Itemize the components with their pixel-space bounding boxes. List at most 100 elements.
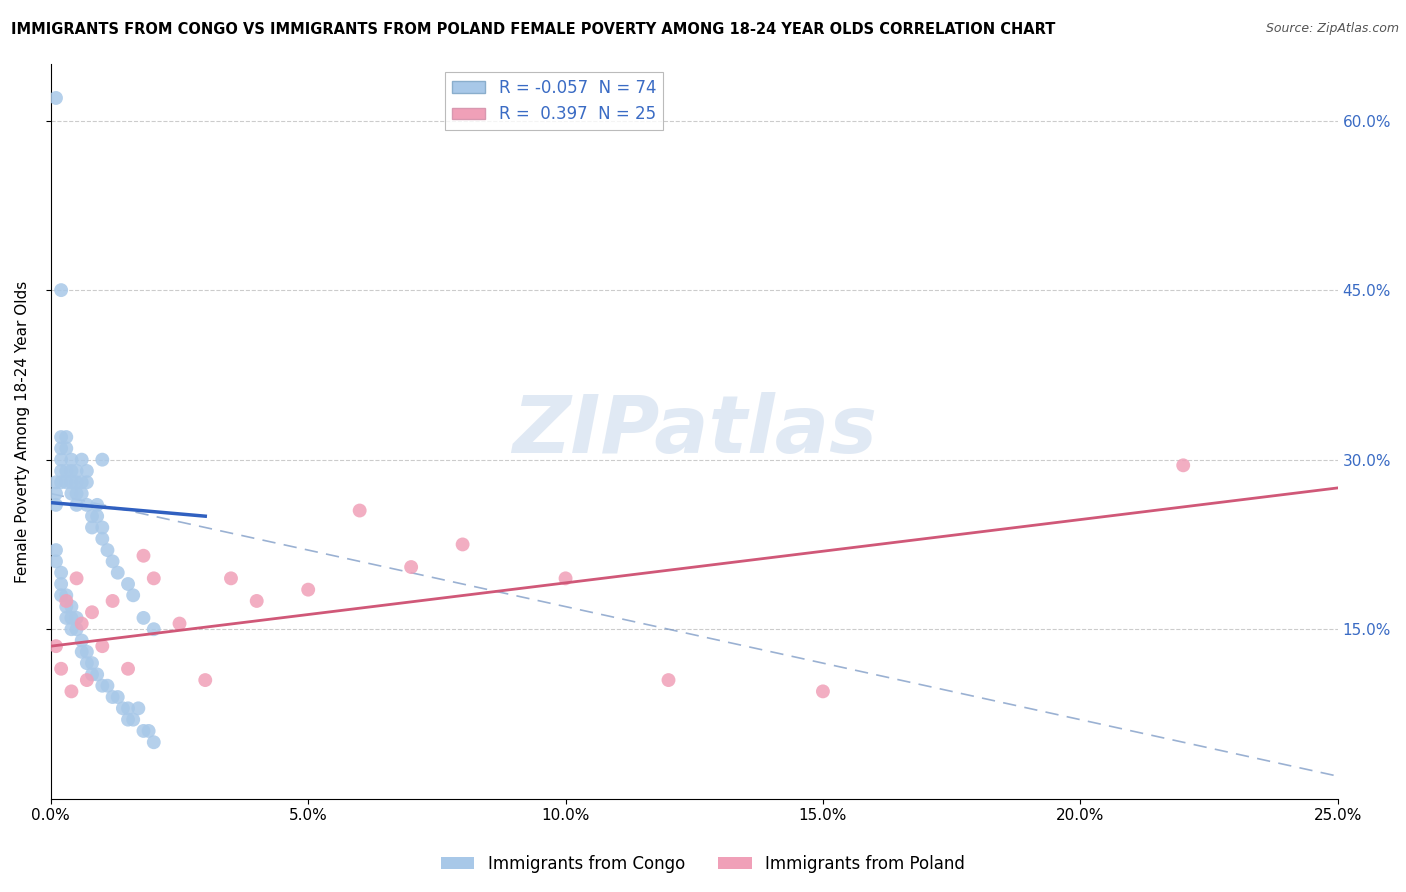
Point bbox=[122, 588, 145, 602]
Point bbox=[65, 475, 87, 490]
Point bbox=[96, 543, 118, 558]
Point bbox=[349, 503, 371, 517]
Point bbox=[219, 571, 242, 585]
Point bbox=[55, 594, 77, 608]
Point bbox=[86, 509, 108, 524]
Point bbox=[101, 554, 124, 568]
Point bbox=[169, 616, 191, 631]
Point bbox=[142, 735, 165, 749]
Point bbox=[91, 679, 114, 693]
Point bbox=[76, 475, 98, 490]
Legend: R = -0.057  N = 74, R =  0.397  N = 25: R = -0.057 N = 74, R = 0.397 N = 25 bbox=[446, 72, 662, 130]
Point bbox=[811, 684, 834, 698]
Point bbox=[55, 464, 77, 478]
Point bbox=[49, 662, 72, 676]
Point bbox=[65, 498, 87, 512]
Point bbox=[70, 616, 93, 631]
Point bbox=[117, 713, 139, 727]
Point bbox=[55, 588, 77, 602]
Point bbox=[142, 622, 165, 636]
Point bbox=[49, 464, 72, 478]
Point bbox=[65, 611, 87, 625]
Point bbox=[132, 723, 155, 738]
Point bbox=[49, 442, 72, 456]
Text: Source: ZipAtlas.com: Source: ZipAtlas.com bbox=[1265, 22, 1399, 36]
Point bbox=[60, 486, 83, 500]
Y-axis label: Female Poverty Among 18-24 Year Olds: Female Poverty Among 18-24 Year Olds bbox=[15, 280, 30, 582]
Point bbox=[101, 690, 124, 704]
Point bbox=[246, 594, 269, 608]
Point bbox=[80, 656, 103, 670]
Point bbox=[60, 452, 83, 467]
Point bbox=[65, 622, 87, 636]
Point bbox=[60, 622, 83, 636]
Point bbox=[76, 673, 98, 687]
Point bbox=[70, 452, 93, 467]
Point bbox=[451, 537, 474, 551]
Point bbox=[70, 475, 93, 490]
Point bbox=[117, 662, 139, 676]
Point bbox=[657, 673, 679, 687]
Point bbox=[76, 656, 98, 670]
Point bbox=[76, 645, 98, 659]
Point bbox=[122, 713, 145, 727]
Point bbox=[49, 475, 72, 490]
Point bbox=[45, 543, 67, 558]
Point bbox=[554, 571, 576, 585]
Point bbox=[60, 464, 83, 478]
Point bbox=[76, 464, 98, 478]
Point bbox=[86, 667, 108, 681]
Point bbox=[1173, 458, 1195, 473]
Point bbox=[107, 566, 129, 580]
Point bbox=[138, 723, 160, 738]
Point bbox=[60, 611, 83, 625]
Point bbox=[91, 452, 114, 467]
Point bbox=[45, 639, 67, 653]
Point bbox=[80, 520, 103, 534]
Text: IMMIGRANTS FROM CONGO VS IMMIGRANTS FROM POLAND FEMALE POVERTY AMONG 18-24 YEAR : IMMIGRANTS FROM CONGO VS IMMIGRANTS FROM… bbox=[11, 22, 1056, 37]
Point bbox=[70, 645, 93, 659]
Point bbox=[45, 486, 67, 500]
Point bbox=[49, 283, 72, 297]
Point bbox=[49, 577, 72, 591]
Point bbox=[60, 475, 83, 490]
Point bbox=[70, 633, 93, 648]
Point bbox=[127, 701, 149, 715]
Point bbox=[45, 91, 67, 105]
Point bbox=[142, 571, 165, 585]
Legend: Immigrants from Congo, Immigrants from Poland: Immigrants from Congo, Immigrants from P… bbox=[434, 848, 972, 880]
Point bbox=[80, 509, 103, 524]
Point bbox=[399, 560, 422, 574]
Point bbox=[45, 498, 67, 512]
Point bbox=[117, 577, 139, 591]
Point bbox=[60, 599, 83, 614]
Point bbox=[60, 684, 83, 698]
Point bbox=[91, 639, 114, 653]
Point bbox=[65, 464, 87, 478]
Point bbox=[86, 498, 108, 512]
Point bbox=[80, 605, 103, 619]
Point bbox=[76, 498, 98, 512]
Point bbox=[80, 667, 103, 681]
Point bbox=[55, 475, 77, 490]
Point bbox=[49, 566, 72, 580]
Point bbox=[49, 430, 72, 444]
Point bbox=[132, 549, 155, 563]
Point bbox=[65, 571, 87, 585]
Point bbox=[91, 520, 114, 534]
Point bbox=[194, 673, 217, 687]
Text: ZIPatlas: ZIPatlas bbox=[512, 392, 877, 470]
Point bbox=[49, 452, 72, 467]
Point bbox=[96, 679, 118, 693]
Point bbox=[101, 594, 124, 608]
Point bbox=[55, 599, 77, 614]
Point bbox=[132, 611, 155, 625]
Point bbox=[91, 532, 114, 546]
Point bbox=[65, 486, 87, 500]
Point bbox=[55, 611, 77, 625]
Point bbox=[70, 486, 93, 500]
Point bbox=[297, 582, 319, 597]
Point bbox=[107, 690, 129, 704]
Point bbox=[45, 475, 67, 490]
Point bbox=[117, 701, 139, 715]
